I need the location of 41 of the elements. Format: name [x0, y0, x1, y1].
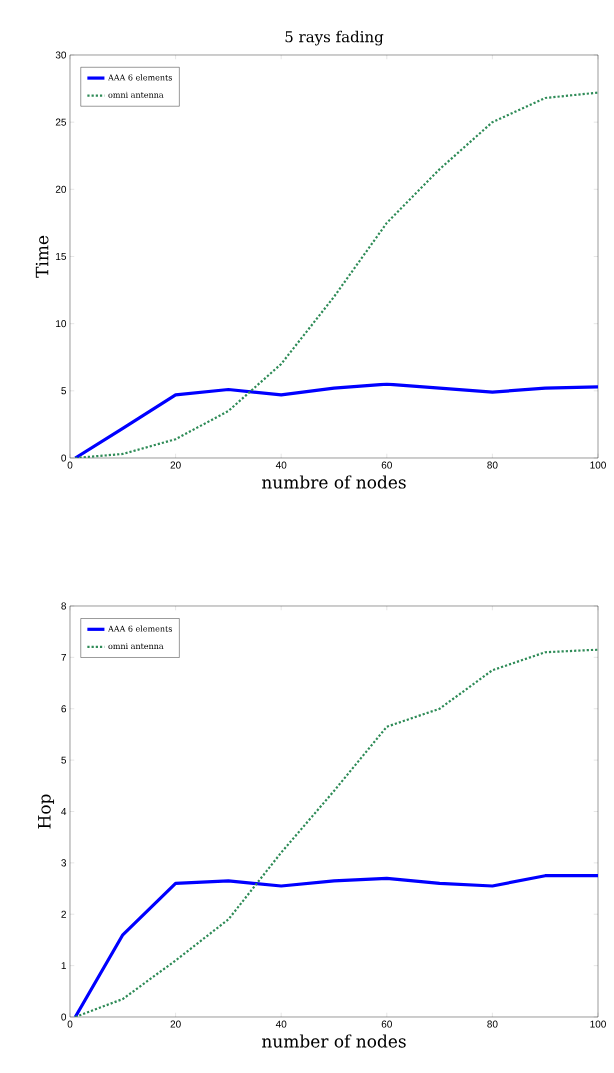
y-tick-label: 5	[61, 756, 67, 764]
x-tick-label: 20	[170, 1020, 181, 1028]
y-tick-label: 25	[55, 118, 67, 126]
y-tick-label: 4	[61, 808, 67, 815]
y-axis-title: Time	[35, 235, 49, 278]
x-tick-label: 0	[67, 461, 73, 469]
x-tick-label: 80	[487, 461, 498, 469]
line-series	[73, 382, 598, 458]
y-tick-label: 7	[61, 653, 66, 661]
line-series	[73, 874, 598, 1017]
x-tick-label: 80	[487, 1020, 498, 1028]
legend-label: AAA 6 elements	[107, 74, 172, 81]
y-tick-label: 10	[56, 320, 67, 328]
chart-title: 5 rays fading	[285, 30, 384, 46]
y-axis-title: Hop	[38, 794, 55, 829]
y-tick-label: 6	[61, 705, 67, 713]
y-tick-label: 30	[55, 51, 67, 59]
x-tick-label: 0	[67, 1020, 73, 1028]
y-tick-label: 2	[61, 910, 66, 918]
x-tick-label: 60	[381, 461, 392, 469]
y-tick-label: 1	[61, 962, 66, 970]
y-tick-label: 0	[61, 1013, 67, 1021]
y-tick-label: 8	[61, 602, 67, 610]
x-axis-title: numbre of nodes	[261, 475, 406, 489]
x-tick-label: 100	[590, 461, 606, 469]
y-tick-label: 0	[61, 454, 67, 462]
y-tick-label: 15	[56, 253, 67, 260]
y-tick-label: 5	[61, 387, 67, 395]
legend-label: omni antenna	[108, 643, 164, 650]
x-tick-label: 100	[590, 1020, 606, 1028]
legend-label: AAA 6 elements	[107, 625, 172, 632]
x-tick-label: 40	[275, 1020, 287, 1028]
x-tick-label: 40	[275, 461, 287, 469]
y-tick-label: 20	[55, 185, 67, 193]
x-tick-label: 60	[381, 1020, 392, 1028]
y-tick-label: 3	[61, 859, 67, 867]
line-series	[74, 91, 598, 458]
line-series	[74, 648, 598, 1017]
x-axis-title: number of nodes	[261, 1034, 406, 1048]
x-tick-label: 20	[170, 461, 181, 469]
legend-label: omni antenna	[108, 91, 164, 98]
